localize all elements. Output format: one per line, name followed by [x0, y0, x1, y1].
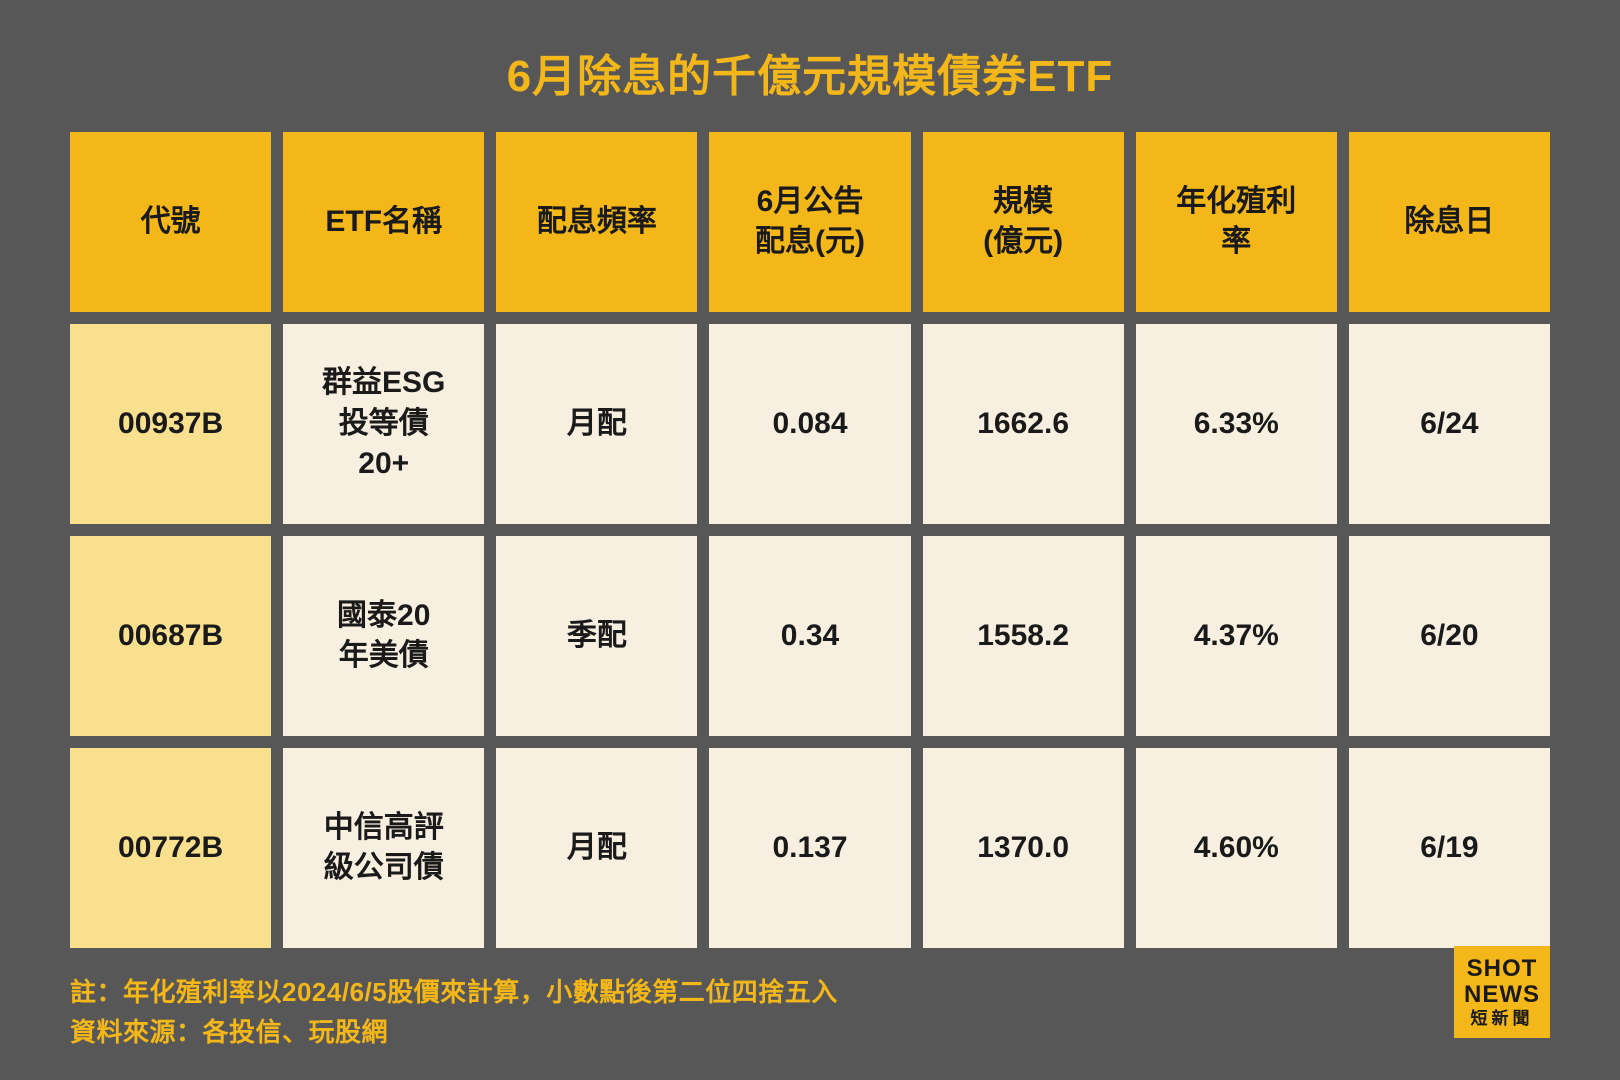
- cell-freq: 月配: [496, 748, 697, 948]
- cell-scale: 1558.2: [923, 536, 1124, 736]
- cell-dividend: 0.084: [709, 324, 910, 524]
- infographic-container: 6月除息的千億元規模債券ETF 代號 ETF名稱 配息頻率 6月公告配息(元) …: [0, 0, 1620, 1080]
- col-header-date: 除息日: [1349, 132, 1550, 312]
- cell-date: 6/19: [1349, 748, 1550, 948]
- cell-yield: 4.60%: [1136, 748, 1337, 948]
- cell-code: 00687B: [70, 536, 271, 736]
- note-source: 資料來源：各投信、玩股網: [70, 1012, 1550, 1052]
- cell-freq: 月配: [496, 324, 697, 524]
- cell-scale: 1662.6: [923, 324, 1124, 524]
- cell-yield: 4.37%: [1136, 536, 1337, 736]
- cell-freq: 季配: [496, 536, 697, 736]
- col-header-yield: 年化殖利率: [1136, 132, 1337, 312]
- cell-code: 00937B: [70, 324, 271, 524]
- logo-line2: NEWS: [1464, 982, 1540, 1007]
- page-title: 6月除息的千億元規模債券ETF: [70, 40, 1550, 104]
- col-header-freq: 配息頻率: [496, 132, 697, 312]
- cell-name: 中信高評級公司債: [283, 748, 484, 948]
- cell-date: 6/24: [1349, 324, 1550, 524]
- cell-scale: 1370.0: [923, 748, 1124, 948]
- cell-name: 國泰20年美債: [283, 536, 484, 736]
- etf-table: 代號 ETF名稱 配息頻率 6月公告配息(元) 規模(億元) 年化殖利率 除息日…: [70, 132, 1550, 948]
- shotnews-logo: SHOT NEWS 短新聞: [1454, 946, 1550, 1038]
- cell-name: 群益ESG投等債20+: [283, 324, 484, 524]
- col-header-dividend: 6月公告配息(元): [709, 132, 910, 312]
- cell-dividend: 0.137: [709, 748, 910, 948]
- logo-line1: SHOT: [1467, 956, 1538, 981]
- logo-line3: 短新聞: [1471, 1010, 1534, 1028]
- col-header-scale: 規模(億元): [923, 132, 1124, 312]
- cell-date: 6/20: [1349, 536, 1550, 736]
- col-header-name: ETF名稱: [283, 132, 484, 312]
- cell-code: 00772B: [70, 748, 271, 948]
- note-calculation: 註：年化殖利率以2024/6/5股價來計算，小數點後第二位四捨五入: [70, 972, 1550, 1012]
- cell-dividend: 0.34: [709, 536, 910, 736]
- footer-notes: 註：年化殖利率以2024/6/5股價來計算，小數點後第二位四捨五入 資料來源：各…: [70, 972, 1550, 1053]
- cell-yield: 6.33%: [1136, 324, 1337, 524]
- col-header-code: 代號: [70, 132, 271, 312]
